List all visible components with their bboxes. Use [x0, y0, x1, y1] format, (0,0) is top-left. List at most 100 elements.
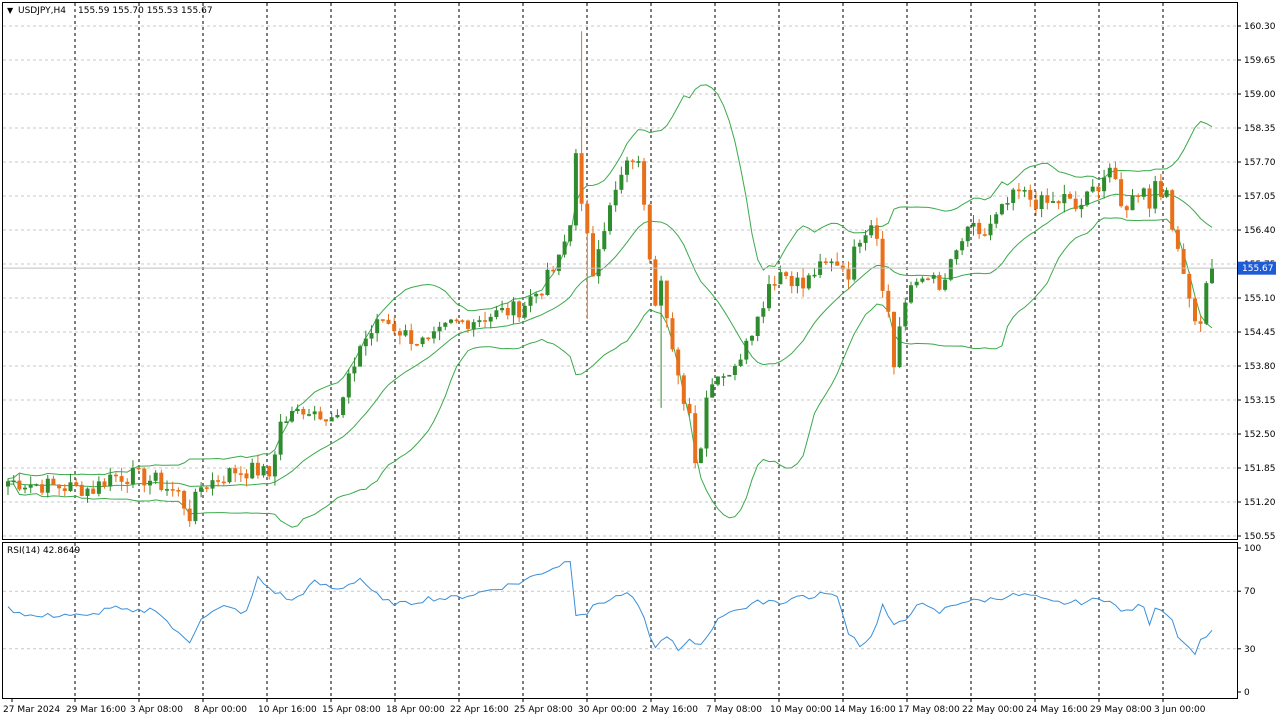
- time-label: 22 May 00:00: [962, 705, 1024, 715]
- time-label: 18 Apr 00:00: [386, 705, 445, 715]
- candle-body: [613, 189, 618, 206]
- candle-body: [1198, 321, 1203, 324]
- price-label: 159.65: [1244, 56, 1276, 66]
- candle-body: [1136, 195, 1141, 197]
- candle-body: [823, 261, 828, 263]
- candle-body: [216, 480, 221, 482]
- time-label: 29 Mar 16:00: [66, 705, 126, 715]
- time-label: 24 May 16:00: [1026, 705, 1088, 715]
- collapse-triangle-icon[interactable]: ▼: [7, 6, 14, 15]
- candle-body: [1124, 206, 1129, 211]
- candle-body: [772, 284, 777, 286]
- candle-body: [999, 204, 1004, 215]
- candle-body: [573, 153, 578, 226]
- candle-body: [994, 214, 999, 224]
- candle-body: [840, 265, 845, 270]
- candle-body: [96, 481, 101, 494]
- candle-body: [977, 222, 982, 235]
- candle-body: [857, 242, 862, 247]
- candle-body: [193, 491, 198, 522]
- upper-band: [7, 84, 1213, 480]
- candle-body: [142, 468, 147, 486]
- candle-body: [153, 472, 158, 481]
- candle-body: [494, 310, 499, 317]
- candle-body: [454, 319, 459, 322]
- price-label: 157.70: [1244, 158, 1276, 168]
- current-price-tag: [1238, 261, 1276, 275]
- candle-body: [602, 231, 607, 250]
- time-label: 8 Apr 00:00: [194, 705, 247, 715]
- candle-body: [420, 337, 425, 345]
- time-label: 2 May 16:00: [642, 705, 698, 715]
- candle-body: [28, 484, 33, 488]
- price-label: 157.05: [1244, 192, 1276, 202]
- candle-body: [363, 338, 368, 347]
- candle-body: [562, 241, 567, 255]
- candle-body: [79, 484, 84, 496]
- candle-body: [1062, 194, 1067, 204]
- price-label: 153.80: [1244, 362, 1276, 372]
- candle-body: [267, 466, 272, 477]
- rsi-axis: 100 70 30 0: [1237, 544, 1261, 698]
- candle-body: [829, 261, 834, 264]
- candle-body: [1022, 190, 1027, 192]
- bollinger-bands: [7, 84, 1213, 528]
- rsi-label: 0: [1244, 688, 1250, 698]
- candle-body: [187, 508, 192, 522]
- candle-body: [108, 474, 113, 487]
- ohlc-readout: 155.59 155.70 155.53 155.67: [78, 6, 213, 16]
- candle-body: [755, 316, 760, 336]
- candle-body: [386, 319, 391, 324]
- candle-body: [40, 484, 45, 493]
- time-label: 17 May 08:00: [898, 705, 960, 715]
- candle-body: [744, 340, 749, 360]
- candle-body: [1141, 188, 1146, 197]
- candle-body: [307, 414, 311, 416]
- candle-body: [1073, 198, 1078, 210]
- candle-body: [835, 261, 840, 266]
- candle-body: [148, 480, 152, 486]
- candle-body: [182, 491, 187, 509]
- candle-body: [1068, 194, 1072, 199]
- candle-body: [352, 366, 357, 374]
- price-label: 153.15: [1244, 396, 1276, 406]
- candle-body: [272, 454, 277, 477]
- candle-body: [1175, 229, 1180, 249]
- candle-body: [369, 333, 374, 339]
- candle-body: [449, 319, 453, 323]
- candle-body: [943, 279, 948, 290]
- candle-body: [721, 376, 726, 378]
- candle-body: [965, 226, 970, 242]
- candle-body: [102, 481, 107, 487]
- candle-body: [698, 448, 703, 464]
- candle-body: [221, 481, 226, 484]
- candle-body: [45, 478, 50, 493]
- price-label: 156.40: [1244, 226, 1276, 236]
- candle-body: [926, 278, 930, 281]
- candle-body: [704, 397, 709, 449]
- candle-body: [403, 330, 408, 336]
- candle-body: [335, 415, 340, 418]
- candle-body: [812, 274, 817, 277]
- candle-body: [466, 320, 470, 329]
- candle-body: [130, 467, 135, 485]
- main-price-panel[interactable]: [2, 2, 1238, 540]
- candle-body: [909, 285, 913, 303]
- candle-body: [460, 320, 465, 322]
- candle-body: [477, 320, 482, 323]
- candle-body: [914, 281, 919, 286]
- candle-body: [795, 277, 800, 287]
- candle-body: [897, 326, 902, 368]
- candle-body: [426, 337, 431, 340]
- candle-body: [892, 311, 896, 368]
- candle-body: [62, 488, 67, 491]
- candle-body: [681, 375, 686, 404]
- candle-body: [1107, 167, 1112, 178]
- candle-body: [227, 468, 232, 483]
- time-label: 10 May 00:00: [770, 705, 832, 715]
- candle-body: [676, 349, 681, 376]
- candle-body: [431, 331, 436, 339]
- candle-body: [971, 222, 976, 227]
- rsi-panel[interactable]: [2, 542, 1238, 699]
